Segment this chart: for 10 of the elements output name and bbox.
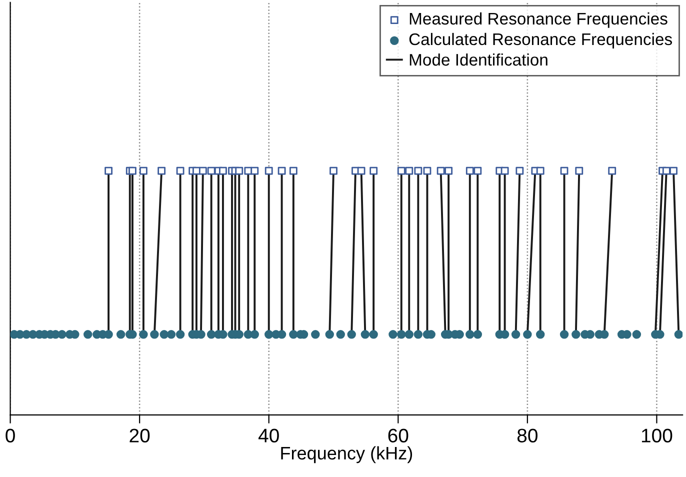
x-tick-label: 80 — [517, 428, 538, 442]
x-tick-label: 20 — [130, 428, 150, 442]
x-tick-label: 100 — [642, 428, 672, 442]
x-tick-label: 0 — [6, 428, 15, 442]
legend-label: Measured Resonance Frequencies — [410, 12, 668, 28]
x-axis-title: Frequency (kHz) — [281, 446, 412, 464]
x-tick-label: 40 — [258, 428, 279, 442]
legend-label: Mode Identification — [410, 53, 548, 66]
x-tick-label: 60 — [388, 428, 408, 442]
legend-label: Calculated Resonance Frequencies — [409, 32, 672, 48]
